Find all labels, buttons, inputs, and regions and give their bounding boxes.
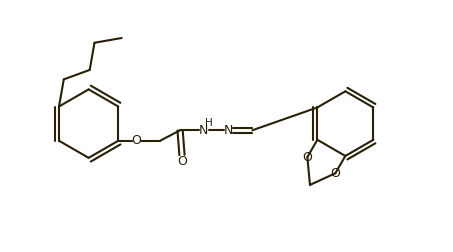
Text: O: O xyxy=(303,151,312,164)
Text: O: O xyxy=(131,134,141,147)
Text: O: O xyxy=(330,167,340,180)
Text: N: N xyxy=(224,124,233,137)
Text: H: H xyxy=(205,118,212,128)
Text: O: O xyxy=(177,155,187,168)
Text: N: N xyxy=(199,124,208,137)
